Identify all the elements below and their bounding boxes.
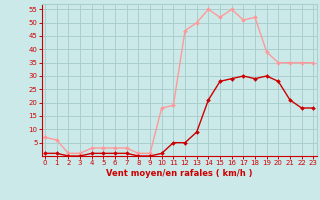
X-axis label: Vent moyen/en rafales ( km/h ): Vent moyen/en rafales ( km/h ): [106, 169, 252, 178]
